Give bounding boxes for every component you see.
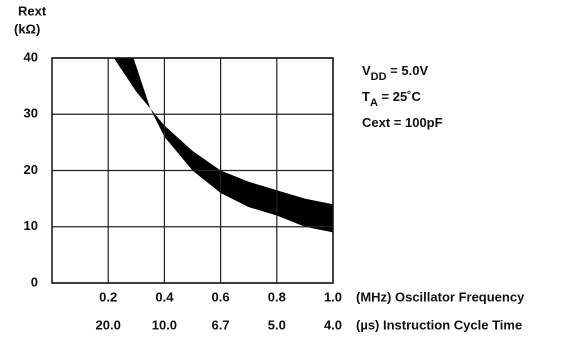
y-tick-label: 20	[24, 162, 38, 177]
x2-tick-label: 5.0	[268, 317, 286, 332]
x-tick-label: 0.2	[99, 289, 117, 304]
x-tick-label: 0.6	[212, 289, 230, 304]
y-axis-label: Rext	[18, 3, 47, 18]
x-tick-label: 0.4	[155, 289, 174, 304]
annotation-part: Cext = 100pF	[362, 115, 443, 130]
annotation-part: T	[362, 89, 370, 104]
y-tick-label: 40	[24, 49, 38, 64]
x2-tick-label: 20.0	[96, 317, 121, 332]
annotation: TA = 25˚C	[362, 89, 422, 108]
x2-tick-label: 10.0	[152, 317, 177, 332]
plot	[113, 58, 333, 233]
annotation-part: = 5.0V	[387, 63, 429, 78]
x2-tick-label: 4.0	[324, 317, 342, 332]
annotation-part: = 25˚C	[378, 89, 422, 104]
annotation-part: DD	[371, 71, 387, 83]
x-tick-label: 1.0	[324, 289, 342, 304]
plot-frame	[51, 57, 334, 284]
x2-axis-label: (µs) Instruction Cycle Time	[356, 317, 522, 332]
x-tick-label: 0.8	[268, 289, 286, 304]
y-axis-label: (kΩ)	[14, 21, 40, 36]
y-tick-label: 30	[24, 106, 38, 121]
x-axis-label: (MHz) Oscillator Frequency	[356, 289, 525, 304]
annotation: Cext = 100pF	[362, 115, 443, 130]
y-tick-label: 10	[24, 218, 38, 233]
annotation-part: A	[370, 97, 378, 109]
y-tick-label: 0	[31, 274, 38, 289]
annotation: VDD = 5.0V	[362, 63, 428, 82]
band	[113, 58, 333, 233]
x2-tick-label: 6.7	[212, 317, 230, 332]
annotation-part: V	[362, 63, 371, 78]
